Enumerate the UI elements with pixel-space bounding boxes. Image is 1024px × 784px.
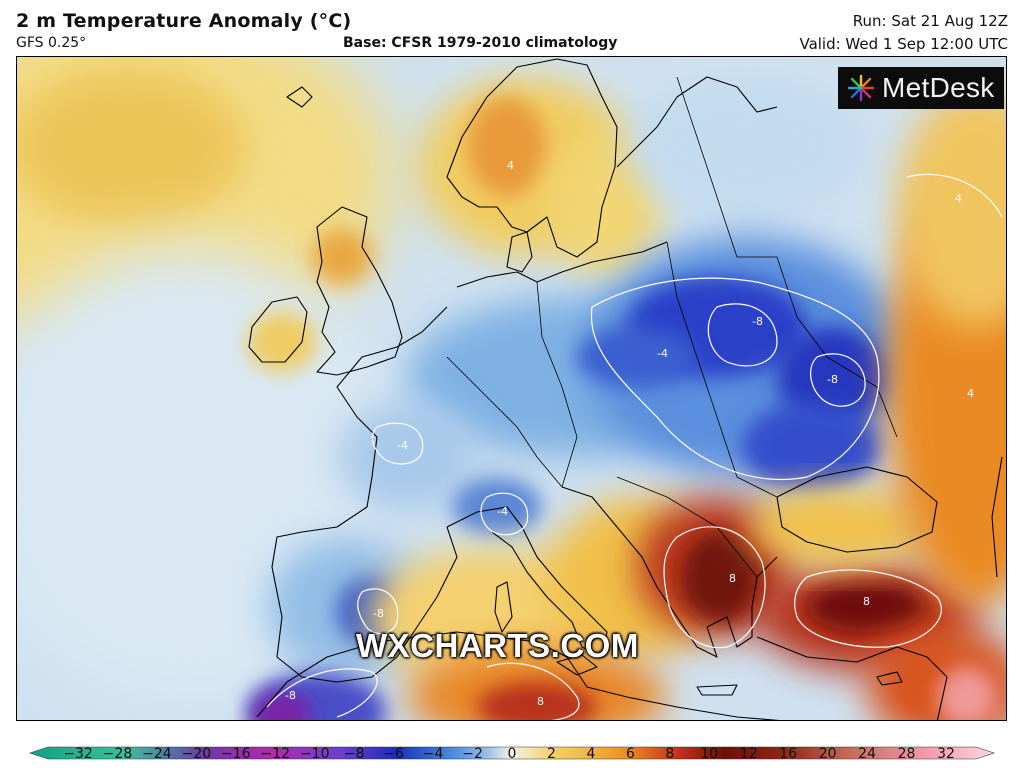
logo-text: MetDesk xyxy=(882,72,995,103)
map-canvas: -8 -8 -4 8 8 8 -8 -8 -4 -4 4 4 4 xyxy=(17,57,1006,720)
colorbar-tick-label: −6 xyxy=(383,746,404,762)
contour-label: 4 xyxy=(507,159,514,172)
colorbar-tick-label: 2 xyxy=(546,746,556,762)
colorbar-tick-label: 16 xyxy=(779,746,798,762)
contour-labels: -8 -8 -4 8 8 8 -8 -8 -4 -4 4 4 4 xyxy=(285,159,974,708)
model-label: GFS 0.25° xyxy=(16,35,87,51)
colorbar-tick-label: −20 xyxy=(181,746,212,762)
climatology-base-label: Base: CFSR 1979-2010 climatology xyxy=(343,35,618,51)
contour-label: -8 xyxy=(827,373,838,386)
contour-label: -8 xyxy=(285,689,296,702)
colorbar-tick-label: −24 xyxy=(142,746,172,762)
valid-time-label: Valid: Wed 1 Sep 12:00 UTC xyxy=(799,35,1008,53)
colorbar-tick-label: −28 xyxy=(102,746,133,762)
colorbar-tick-label: 12 xyxy=(739,746,758,762)
metdesk-logo: MetDesk xyxy=(838,67,1004,109)
colorbar-tick-label: 8 xyxy=(665,746,675,762)
colorbar-tick-label: 10 xyxy=(700,746,719,762)
colorbar xyxy=(29,746,995,760)
colorbar-tick-label: −2 xyxy=(462,746,483,762)
colorbar-tick-label: −10 xyxy=(299,746,330,762)
colorbar-tick-label: −8 xyxy=(343,746,365,762)
map-title: 2 m Temperature Anomaly (°C) xyxy=(16,10,352,32)
colorbar-tick-label: −4 xyxy=(422,746,444,762)
contour-label: -8 xyxy=(373,607,384,620)
colorbar-gradient xyxy=(29,746,995,760)
colorbar-tick-label: 0 xyxy=(507,746,517,762)
wxcharts-watermark: WXCHARTS.COM xyxy=(356,627,639,664)
colorbar-tick-label: 20 xyxy=(818,746,837,762)
colorbar-tick-label: −16 xyxy=(221,746,251,762)
contour-label: 8 xyxy=(729,572,736,585)
colorbar-tick-label: 6 xyxy=(625,746,635,762)
burst-logo-icon xyxy=(847,74,875,102)
contour-label: 4 xyxy=(967,387,974,400)
coastlines xyxy=(248,58,1003,720)
colorbar-ticks: −32 −28 −24 −20 −16 −12 −10 −8 −6 −4 −2 0 2 4 6 8 10 12 16… xyxy=(0,746,1024,770)
colorbar-tick-label: 24 xyxy=(858,746,876,762)
contour-label: -4 xyxy=(397,439,408,452)
colorbar-tick-label: 28 xyxy=(897,746,916,762)
contour-label: 8 xyxy=(537,695,544,708)
colorbar-tick-label: −32 xyxy=(63,746,93,762)
anomaly-contours xyxy=(266,173,1003,720)
anomaly-map: -8 -8 -4 8 8 8 -8 -8 -4 -4 4 4 4 xyxy=(16,56,1007,721)
contour-label: -8 xyxy=(752,315,763,328)
run-time-label: Run: Sat 21 Aug 12Z xyxy=(852,12,1008,30)
contour-label: 8 xyxy=(863,595,870,608)
contour-label: 4 xyxy=(955,192,962,205)
colorbar-tick-label: 32 xyxy=(937,746,955,762)
anomaly-field xyxy=(17,57,1006,720)
contour-label: -4 xyxy=(497,505,508,518)
colorbar-tick-label: 4 xyxy=(586,746,596,762)
contour-label: -4 xyxy=(657,347,668,360)
colorbar-tick-label: −12 xyxy=(260,746,291,762)
